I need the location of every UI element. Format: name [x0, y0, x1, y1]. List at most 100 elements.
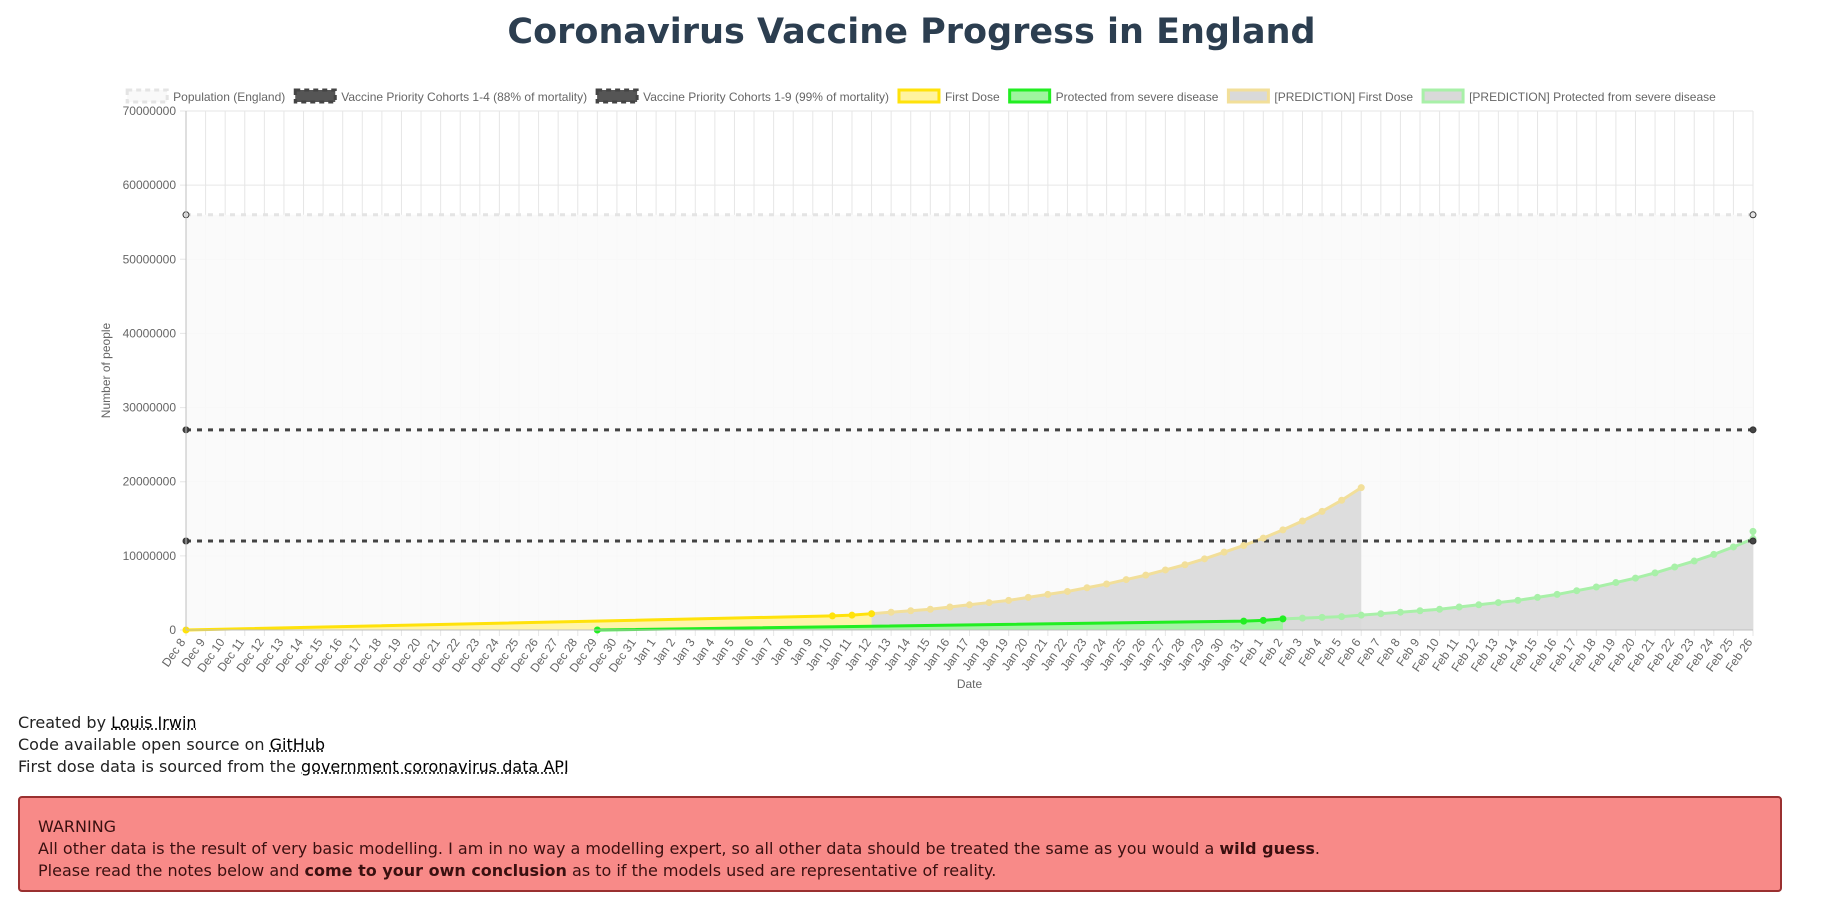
series-point-5 — [1240, 541, 1248, 549]
y-tick-label: 10000000 — [123, 549, 177, 563]
series-point-5 — [1122, 576, 1130, 584]
series-point-6 — [1573, 587, 1581, 595]
series-point-6 — [1534, 593, 1542, 601]
legend-item-0[interactable]: Population (England) — [125, 88, 285, 104]
series-point-5 — [926, 605, 934, 613]
warning-wild-guess: wild guess — [1219, 839, 1315, 858]
legend-swatch — [1008, 88, 1052, 104]
legend-item-2[interactable]: Vaccine Priority Cohorts 1-9 (99% of mor… — [595, 88, 889, 104]
series-point-6 — [1514, 596, 1522, 604]
legend[interactable]: Population (England) Vaccine Priority Coh… — [125, 88, 1716, 104]
credit-author-prefix: Created by — [18, 713, 112, 732]
series-point-0 — [1749, 211, 1757, 219]
legend-swatch — [897, 88, 941, 104]
series-point-6 — [1377, 610, 1385, 618]
series-point-5 — [1063, 587, 1071, 595]
legend-item-5[interactable]: [PREDICTION] First Dose — [1226, 88, 1413, 104]
legend-swatch — [595, 88, 639, 104]
series-area-4 — [597, 618, 1283, 630]
series-point-6 — [1710, 550, 1718, 558]
series-point-5 — [1318, 507, 1326, 515]
legend-label: [PREDICTION] First Dose — [1274, 90, 1413, 104]
series-point-6 — [1494, 599, 1502, 607]
series-point-5 — [1279, 526, 1287, 534]
legend-item-3[interactable]: First Dose — [897, 88, 1000, 104]
legend-item-4[interactable]: Protected from severe disease — [1008, 88, 1219, 104]
credit-source-prefix: First dose data is sourced from the — [18, 757, 301, 776]
page-title: Coronavirus Vaccine Progress in England — [507, 12, 1316, 52]
series-point-5 — [946, 603, 954, 611]
warning-line-1-c: . — [1314, 839, 1320, 858]
series-point-6 — [1592, 583, 1600, 591]
github-link[interactable]: GitHub — [269, 735, 326, 754]
series-point-4 — [1279, 615, 1287, 623]
series-point-5 — [1181, 561, 1189, 569]
credit-author-line: Created by Louis Irwin — [18, 712, 569, 734]
series-area-3 — [186, 613, 872, 630]
series-point-6 — [1651, 569, 1659, 577]
warning-line-2: Please read the notes below and come to … — [38, 860, 1762, 882]
series-point-6 — [1455, 603, 1463, 611]
series-point-4 — [1240, 617, 1248, 625]
series-point-6 — [1416, 607, 1424, 615]
warning-own-conclusion: come to your own conclusion — [304, 861, 567, 880]
warning-box: WARNING All other data is the result of … — [18, 796, 1782, 892]
credit-code-line: Code available open source on GitHub — [18, 734, 569, 756]
series-point-6 — [1357, 611, 1365, 619]
author-link[interactable]: Louis Irwin — [111, 713, 197, 732]
series-point-5 — [966, 601, 973, 609]
series-point-5 — [1259, 534, 1267, 542]
series-point-6 — [1729, 543, 1737, 551]
series-points — [182, 211, 1757, 634]
series-point-5 — [1201, 555, 1209, 563]
legend-label: Vaccine Priority Cohorts 1-9 (99% of mor… — [643, 90, 889, 104]
series-point-6 — [1553, 590, 1561, 598]
series-point-6 — [1475, 601, 1483, 609]
series-point-5 — [1103, 580, 1111, 588]
series-point-4 — [1259, 616, 1267, 624]
y-tick-label: 20000000 — [123, 475, 177, 489]
series-point-5 — [1161, 566, 1169, 574]
warning-line-1-a: All other data is the result of very bas… — [38, 839, 1220, 858]
credits: Created by Louis Irwin Code available op… — [18, 712, 569, 778]
series-point-5 — [1142, 571, 1150, 579]
warning-heading: WARNING — [38, 817, 117, 836]
series-point-6 — [1338, 613, 1346, 621]
legend-item-6[interactable]: [PREDICTION] Protected from severe disea… — [1421, 88, 1716, 104]
series-point-6 — [1612, 579, 1620, 587]
series-point-5 — [1220, 548, 1228, 556]
y-tick-label: 60000000 — [123, 178, 177, 192]
legend-swatch — [1421, 88, 1465, 104]
series-line-4 — [597, 617, 1284, 632]
legend-label: Vaccine Priority Cohorts 1-4 (88% of mor… — [341, 90, 587, 104]
credit-source-line: First dose data is sourced from the gove… — [18, 756, 569, 778]
series-point-5 — [907, 607, 915, 615]
series-point-6 — [1631, 574, 1639, 582]
series-point-5 — [1338, 496, 1346, 504]
series-area-0 — [186, 214, 1753, 631]
y-axis-title: Number of people — [99, 322, 113, 418]
y-tick-label: 70000000 — [123, 104, 177, 118]
series-point-6 — [1749, 527, 1757, 535]
legend-label: [PREDICTION] Protected from severe disea… — [1469, 90, 1716, 104]
series-point-5 — [1298, 517, 1306, 525]
y-tick-label: 30000000 — [123, 401, 177, 415]
series-point-1 — [1749, 537, 1757, 545]
x-axis-title: Date — [957, 677, 983, 691]
area-fills — [186, 214, 1753, 631]
data-api-link[interactable]: government coronavirus data API — [301, 757, 569, 776]
series-point-5 — [1357, 484, 1365, 492]
series-point-3 — [828, 612, 836, 620]
series-point-5 — [1083, 584, 1091, 592]
y-tick-label: 40000000 — [123, 326, 177, 340]
y-tick-label: 0 — [169, 623, 176, 637]
series-point-3 — [868, 610, 876, 618]
series-point-6 — [1671, 563, 1679, 571]
warning-line-2-a: Please read the notes below and — [38, 861, 305, 880]
legend-label: Population (England) — [173, 90, 285, 104]
series-point-3 — [848, 611, 856, 619]
series-point-5 — [1005, 596, 1013, 604]
legend-item-1[interactable]: Vaccine Priority Cohorts 1-4 (88% of mor… — [293, 88, 587, 104]
series-point-6 — [1318, 613, 1326, 621]
